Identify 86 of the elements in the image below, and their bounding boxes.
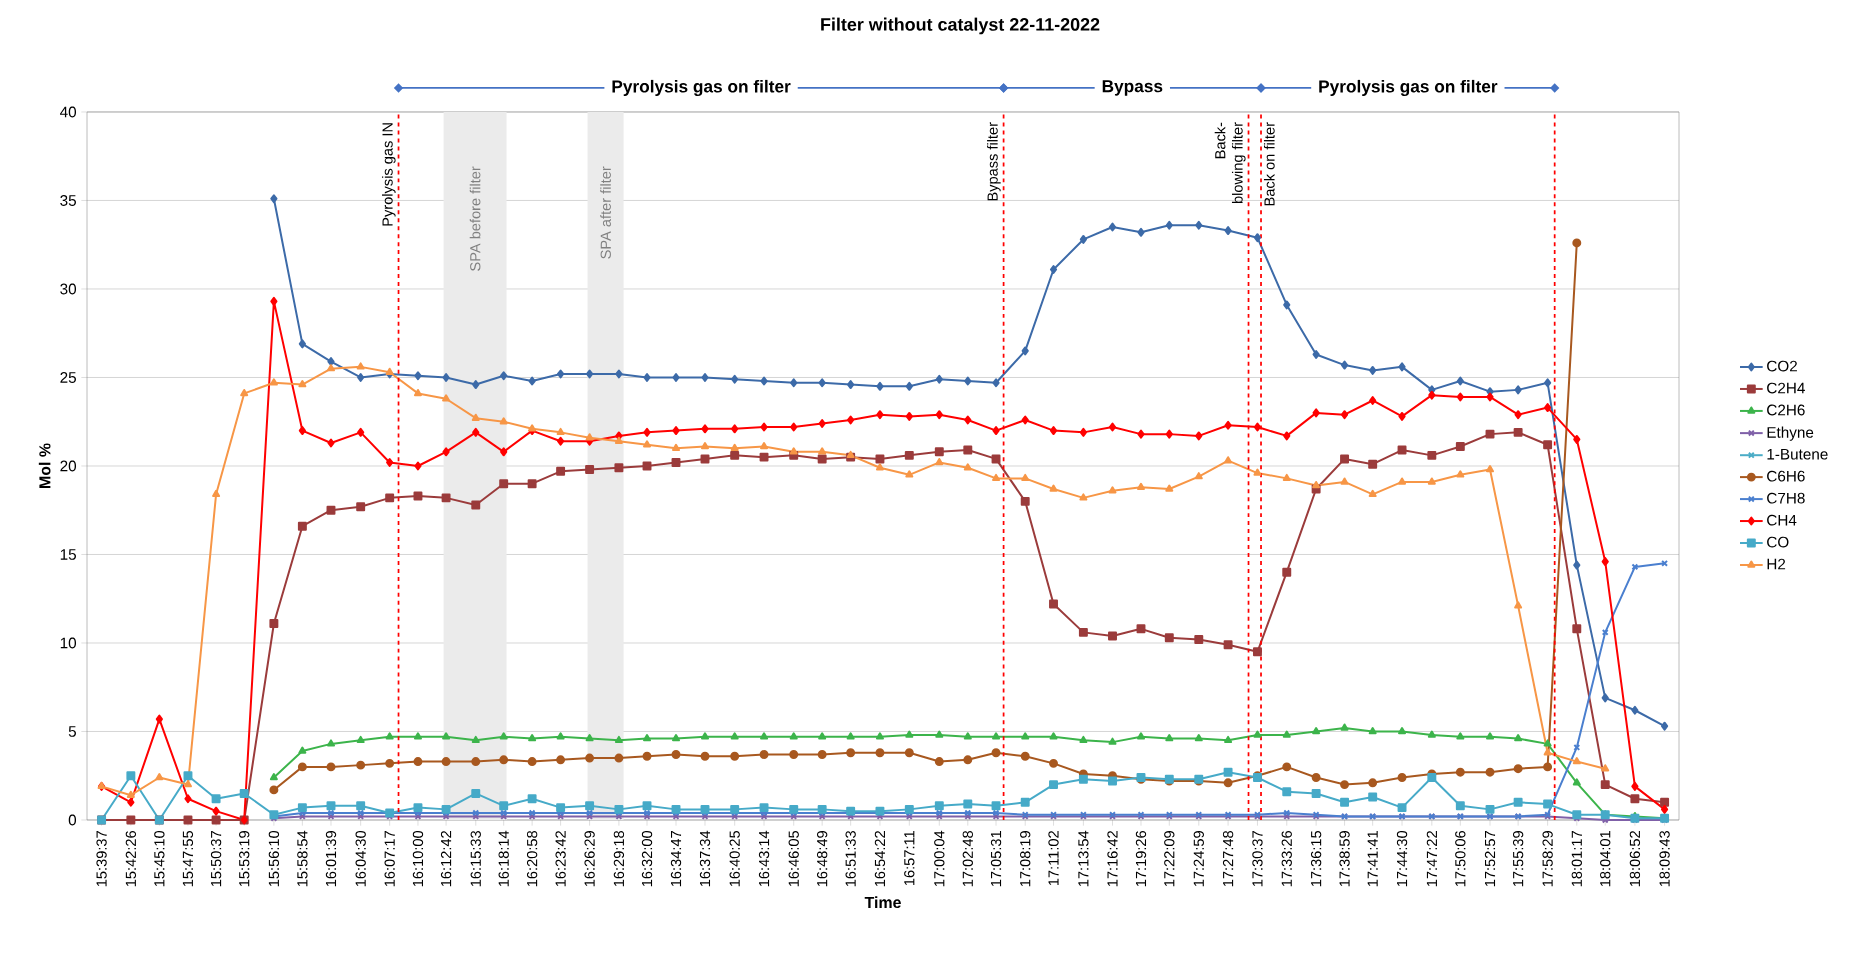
x-tick-label: 17:36:15 xyxy=(1310,830,1322,887)
x-tick-label: 16:37:34 xyxy=(699,830,711,887)
y-tick-label: 5 xyxy=(68,726,76,737)
x-tick-label: 15:56:10 xyxy=(268,830,280,887)
x-tick-label: 16:29:18 xyxy=(613,831,625,887)
legend-label: CH4 xyxy=(1767,514,1797,526)
x-tick-label: 16:12:42 xyxy=(440,831,452,887)
x-tick-label: 15:47:55 xyxy=(182,830,194,887)
y-tick-label: 10 xyxy=(60,637,77,649)
x-tick-label: 15:45:10 xyxy=(154,830,165,887)
x-tick-label: 15:50:37 xyxy=(210,831,222,887)
x-tick-label: 16:40:25 xyxy=(729,830,740,887)
x-tick-label: 18:06:52 xyxy=(1629,831,1641,887)
x-tick-label: 17:55:39 xyxy=(1512,831,1524,887)
legend-label: CO xyxy=(1767,536,1789,548)
x-tick-label: 16:23:42 xyxy=(555,831,566,887)
legend-label: CO2 xyxy=(1767,360,1797,372)
x-tick-label: 17:47:22 xyxy=(1426,831,1437,887)
y-tick-label: 20 xyxy=(60,460,77,472)
x-tick-label: 16:46:05 xyxy=(788,830,799,887)
x-tick-label: 16:43:14 xyxy=(758,830,770,887)
y-tick-label: 40 xyxy=(60,106,77,118)
legend-label: C2H4 xyxy=(1767,382,1805,394)
x-tick-label: 16:54:22 xyxy=(874,831,886,887)
x-tick-label: 17:44:30 xyxy=(1396,830,1408,887)
ref-line-label: Pyrolysis gas IN xyxy=(381,123,396,226)
x-tick-label: 17:58:29 xyxy=(1542,831,1553,887)
x-tick-label: 17:52:57 xyxy=(1484,831,1496,887)
legend-label: 1-Butene xyxy=(1767,448,1828,460)
x-tick-label: 17:05:31 xyxy=(990,831,1002,887)
x-tick-label: 17:22:09 xyxy=(1164,831,1175,887)
x-tick-label: 16:15:33 xyxy=(470,831,481,887)
y-axis-title: Mol % xyxy=(38,443,51,488)
legend-label: Ethyne xyxy=(1767,426,1814,441)
x-tick-label: 16:01:39 xyxy=(325,831,337,887)
x-tick-label: 17:19:26 xyxy=(1135,831,1147,887)
x-tick-label: 16:26:29 xyxy=(584,831,595,887)
x-tick-label: 16:10:00 xyxy=(412,830,424,887)
x-tick-label: 16:20:58 xyxy=(526,831,538,887)
x-tick-label: 15:39:37 xyxy=(96,831,107,887)
x-tick-label: 17:50:06 xyxy=(1455,831,1466,887)
text: Pyrolysis gas on filter xyxy=(612,79,791,97)
x-tick-label: 17:30:37 xyxy=(1252,831,1263,887)
x-tick-label: 15:58:54 xyxy=(297,830,308,887)
x-tick-label: 17:11:02 xyxy=(1048,831,1059,886)
x-tick-label: 17:02:48 xyxy=(962,831,973,887)
legend-label: H2 xyxy=(1767,558,1786,570)
x-axis-title: Time xyxy=(864,896,901,909)
legend-label: C7H8 xyxy=(1767,492,1805,504)
x-tick-label: 17:16:42 xyxy=(1107,831,1118,887)
x-tick-label: 18:09:43 xyxy=(1659,831,1670,887)
band-label: SPA after filter xyxy=(600,166,611,259)
x-tick-label: 16:48:49 xyxy=(816,831,828,887)
band-label: SPA before filter xyxy=(469,166,481,271)
x-tick-label: 15:53:19 xyxy=(239,831,250,887)
x-tick-label: 17:00:04 xyxy=(934,830,945,887)
x-tick-label: 18:04:01 xyxy=(1600,831,1611,887)
text: Bypass xyxy=(1102,80,1163,96)
ref-line-label: Back-blowing filter xyxy=(1214,122,1246,204)
legend-label: C6H6 xyxy=(1767,470,1805,482)
x-tick-label: 17:33:26 xyxy=(1281,831,1292,887)
x-tick-label: 17:41:41 xyxy=(1367,831,1378,887)
y-tick-label: 25 xyxy=(60,372,76,383)
legend-label: C2H6 xyxy=(1767,404,1805,416)
y-tick-label: 35 xyxy=(60,195,76,206)
x-tick-label: 17:13:54 xyxy=(1078,830,1089,887)
x-tick-label: 18:01:17 xyxy=(1571,831,1582,887)
y-tick-label: 30 xyxy=(60,283,77,295)
x-tick-label: 17:27:48 xyxy=(1222,831,1234,887)
chart-title: Filter without catalyst 22-11-2022 xyxy=(821,17,1100,35)
y-tick-label: 0 xyxy=(68,814,77,826)
ref-line-label: Bypass filter xyxy=(987,122,1001,201)
x-tick-label: 15:42:26 xyxy=(125,831,137,887)
x-tick-label: 16:51:33 xyxy=(845,831,856,887)
text: Pyrolysis gas on filter xyxy=(1319,79,1498,97)
x-tick-label: 16:18:14 xyxy=(498,830,509,887)
x-tick-label: 16:57:11 xyxy=(904,831,915,886)
x-tick-label: 16:07:17 xyxy=(384,831,395,887)
x-tick-label: 16:04:30 xyxy=(355,830,366,887)
y-tick-label: 15 xyxy=(60,549,76,560)
x-tick-label: 16:34:47 xyxy=(670,831,682,887)
x-tick-label: 17:38:59 xyxy=(1339,831,1350,887)
x-tick-label: 17:08:19 xyxy=(1020,831,1031,887)
x-tick-label: 16:32:00 xyxy=(641,830,653,887)
ref-line-label: Back on filter xyxy=(1263,122,1275,206)
x-tick-label: 17:24:59 xyxy=(1193,831,1204,887)
